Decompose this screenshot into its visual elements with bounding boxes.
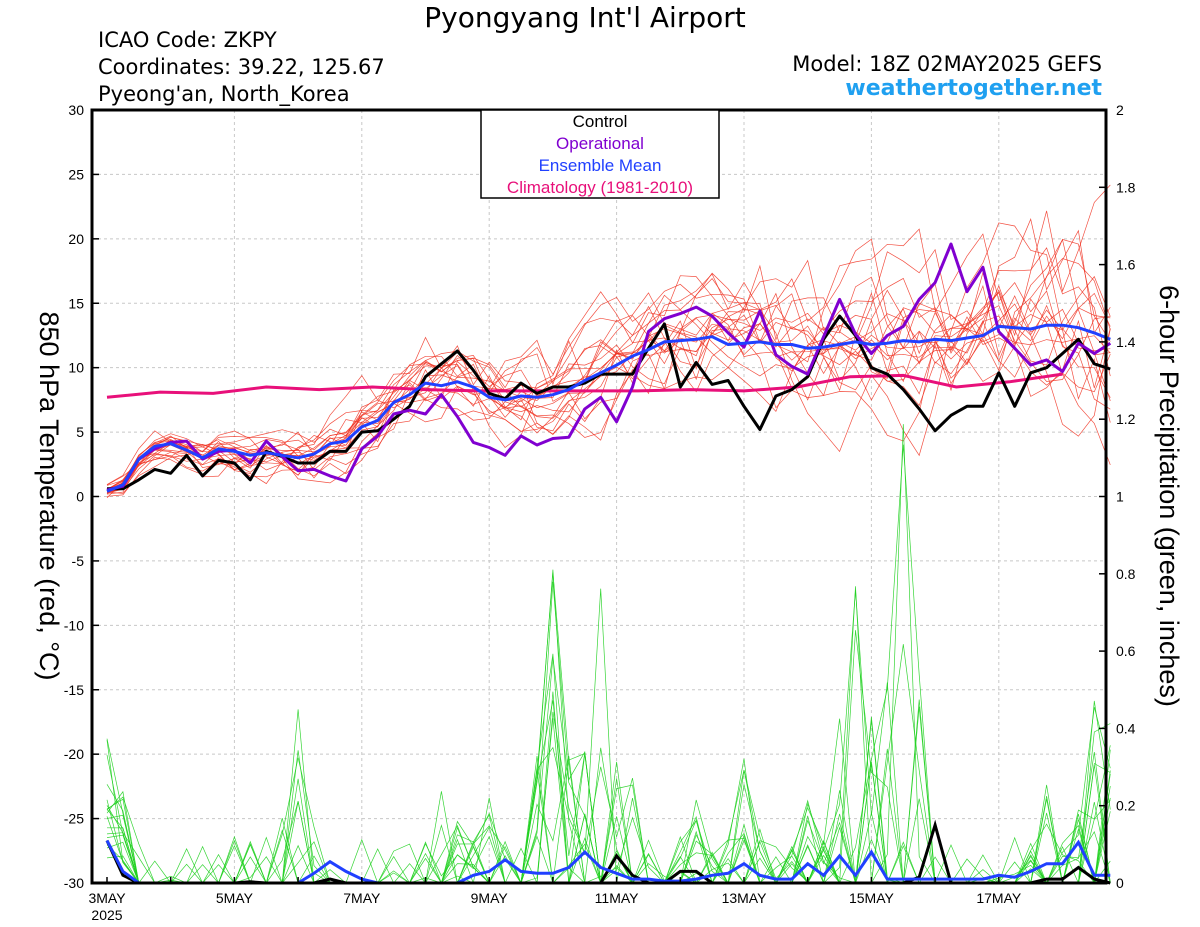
temperature-member-line	[106, 304, 1111, 494]
y-tick-label: 10	[68, 360, 84, 376]
y-tick-label: -5	[72, 553, 85, 569]
y-tick-label: -10	[64, 617, 84, 633]
temperature-member-line	[106, 184, 1111, 486]
precip-member-line	[106, 424, 1111, 884]
site-link[interactable]: weathertogether.net	[845, 76, 1102, 101]
y2-tick-label: 1	[1116, 489, 1124, 505]
y-tick-label: 0	[76, 489, 84, 505]
temperature-member-line	[106, 316, 1111, 494]
precip-member-line	[106, 444, 1111, 884]
y-axis-title: 850 hPa Temperature (red, °C)	[34, 312, 64, 681]
y-tick-label: 25	[68, 166, 84, 182]
coordinates: Coordinates: 39.22, 125.67	[98, 55, 385, 79]
x-tick-label: 13MAY	[722, 890, 768, 906]
x-tick-label: 15MAY	[849, 890, 895, 906]
temperature-member-line	[106, 283, 1111, 485]
x-tick-label: 3MAY	[88, 890, 126, 906]
y2-tick-label: 2	[1116, 102, 1124, 118]
legend-box	[480, 109, 720, 199]
y2-tick-label: 1.2	[1116, 411, 1136, 427]
y-tick-label: -20	[64, 746, 84, 762]
y2-tick-label: 0.6	[1116, 643, 1136, 659]
y-tick-label: 5	[76, 424, 84, 440]
y-tick-label: -25	[64, 811, 84, 827]
y2-tick-label: 0.8	[1116, 566, 1136, 582]
precip-member-line	[106, 588, 1111, 885]
temperature-member-line	[106, 292, 1111, 495]
y-tick-label: 15	[68, 295, 84, 311]
y-tick-label: -15	[64, 682, 84, 698]
x-tick-label: 5MAY	[216, 890, 254, 906]
y2-tick-label: 1.8	[1116, 179, 1136, 195]
precip-member-line	[106, 630, 1111, 884]
temperature-ensemble-mean-line	[106, 323, 1111, 493]
y2-tick-label: 0.4	[1116, 720, 1136, 736]
climatology-line	[106, 372, 1063, 399]
y2-tick-label: 1.6	[1116, 257, 1136, 273]
x-tick-label: 9MAY	[471, 890, 509, 906]
temperature-member-line	[106, 275, 1111, 494]
y-tick-label: 20	[68, 231, 84, 247]
temperature-member-line	[106, 258, 1111, 493]
model-run: Model: 18Z 02MAY2025 GEFS	[792, 52, 1102, 76]
temperature-operational-line	[106, 242, 1112, 492]
y2-tick-label: 0.2	[1116, 798, 1136, 814]
x-tick-label: 17MAY	[976, 890, 1022, 906]
location: Pyeong'an, North_Korea	[98, 82, 350, 106]
temperature-member-line	[106, 222, 1111, 493]
precip-member-line	[106, 644, 1111, 885]
x-year-label: 2025	[91, 907, 122, 923]
x-tick-label: 7MAY	[343, 890, 381, 906]
y-tick-label: 30	[68, 102, 84, 118]
legend-entry: Control	[573, 112, 628, 131]
precip-member-line	[106, 691, 1111, 885]
x-tick-label: 11MAY	[595, 890, 639, 906]
y2-tick-label: 0	[1116, 875, 1124, 891]
y-tick-label: -30	[64, 875, 84, 891]
y2-tick-label: 1.4	[1116, 334, 1136, 350]
legend-entry: Climatology (1981-2010)	[507, 178, 693, 197]
legend-entry: Operational	[556, 134, 644, 153]
y2-axis-title: 6-hour Precipitation (green, inches)	[1154, 285, 1184, 707]
icao-code: ICAO Code: ZKPY	[98, 28, 277, 52]
legend-entry: Ensemble Mean	[539, 156, 662, 175]
chart-title: Pyongyang Int'l Airport	[424, 1, 746, 34]
